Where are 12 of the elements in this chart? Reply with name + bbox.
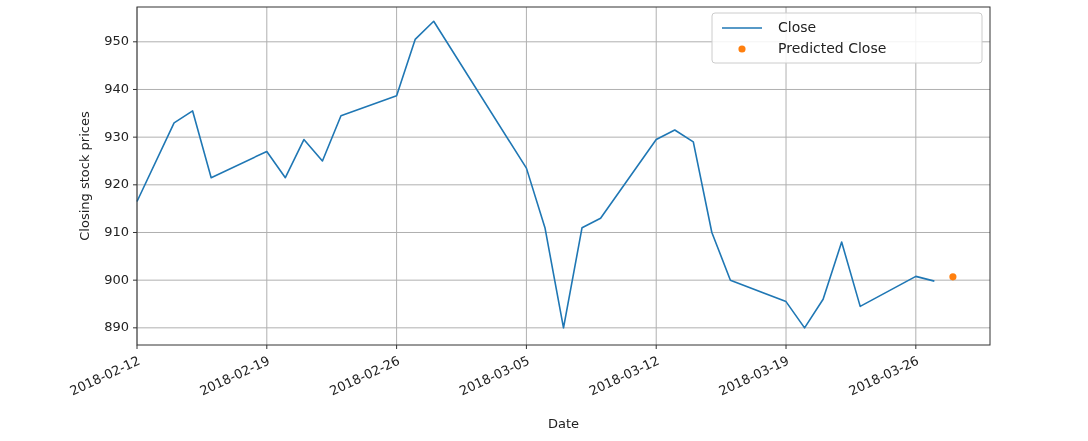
y-tick-label: 900 (104, 271, 129, 287)
y-tick-label: 910 (104, 223, 129, 239)
y-tick-label: 940 (104, 80, 129, 96)
legend-label: Predicted Close (778, 40, 887, 56)
y-tick-label: 890 (104, 319, 129, 335)
x-axis-title: Date (547, 416, 580, 431)
y-tick-label: 920 (104, 176, 129, 192)
legend-label: Close (778, 19, 817, 35)
y-tick-label: 930 (104, 128, 129, 144)
y-tick-label: 950 (104, 33, 129, 49)
line-series (136, 20, 936, 329)
y-axis-title: Closing stock prices (77, 111, 92, 241)
